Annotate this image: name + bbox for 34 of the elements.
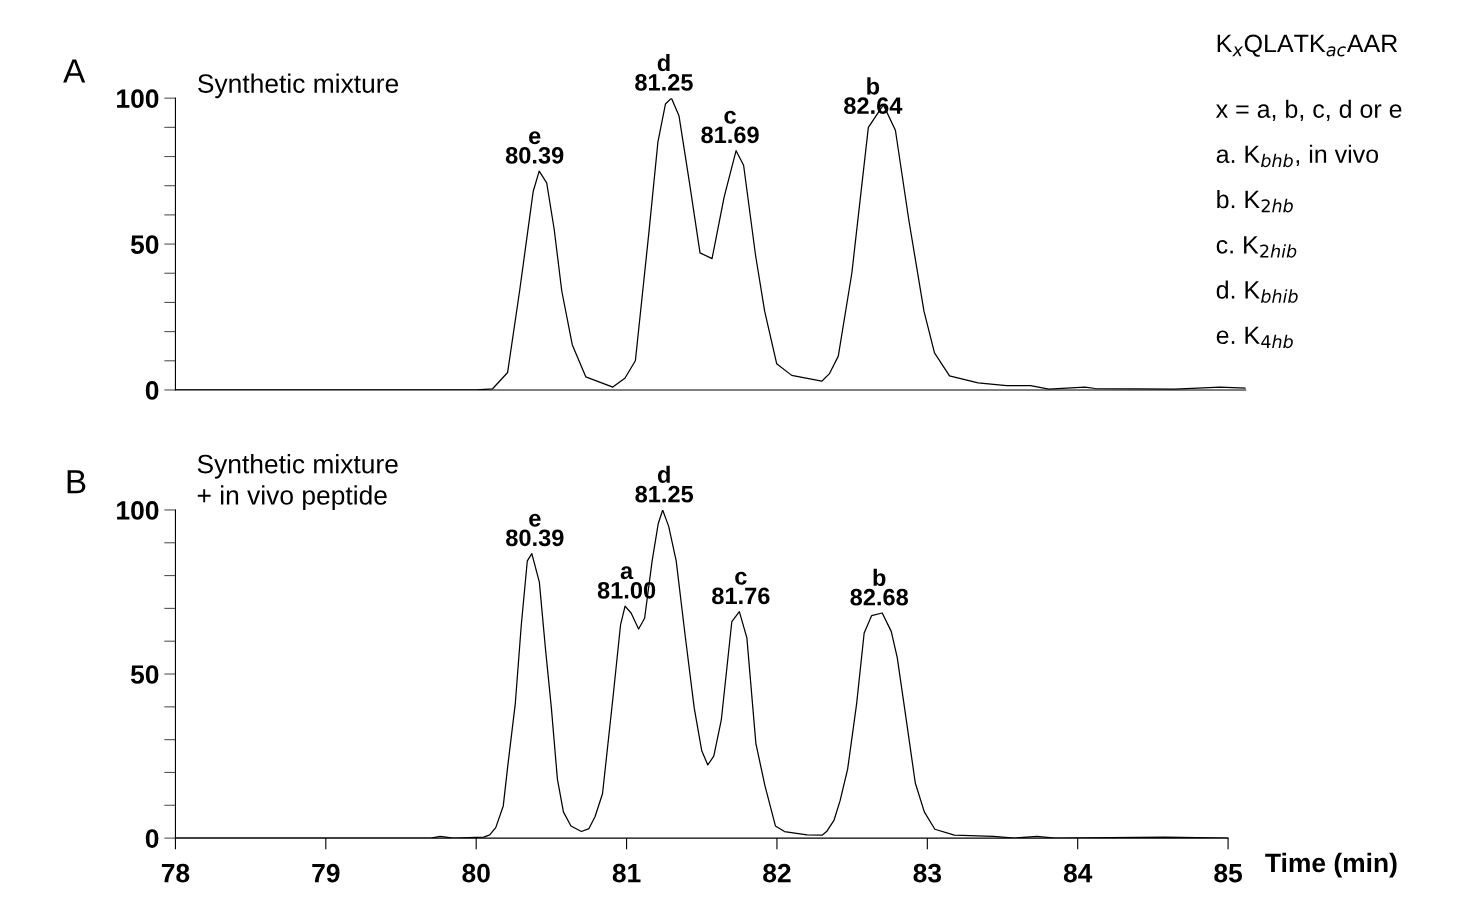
x-axis-title: Time (min) xyxy=(1265,852,1397,878)
annotation: e 80.39 xyxy=(505,131,564,164)
x-tick-label: 80 xyxy=(462,863,490,883)
x-tick-label: 79 xyxy=(312,863,340,883)
chart-title: Synthetic mixture + in vivo peptide xyxy=(197,454,398,510)
annotation: x = a, b, c, d or e xyxy=(1215,99,1402,121)
text: K$_{x}$QLATK$_{ac}$AAR xyxy=(1217,34,1398,57)
x-tick-label: 78 xyxy=(161,863,190,883)
x-tick-label: 83 xyxy=(913,863,942,883)
annotation: b. K$_{2hb}$ xyxy=(1217,189,1293,213)
y-tick-label: 100 xyxy=(117,89,159,108)
annotation: b 82.68 xyxy=(850,568,909,606)
annotation: d. K$_{bhib}$ xyxy=(1216,280,1298,303)
x-tick-label: 84 xyxy=(1063,863,1093,883)
annotation: d 81.25 xyxy=(635,465,694,503)
y-tick-label: 50 xyxy=(130,665,159,684)
annotation: c. K$_{2hib}$ xyxy=(1216,236,1297,258)
annotation: e. K$_{4hb}$ xyxy=(1216,326,1293,349)
annotation: e 80.39 xyxy=(506,513,564,547)
x-tick-label: 81 xyxy=(612,863,641,883)
chart-title: Synthetic mixture xyxy=(198,73,399,99)
y-tick-label: 0 xyxy=(145,381,159,400)
text: B xyxy=(67,470,86,494)
annotation: a. K$_{bhb}$, in vivo xyxy=(1216,144,1379,168)
x-tick-label: 85 xyxy=(1214,863,1243,883)
annotation: d 81.25 xyxy=(635,53,693,91)
y-tick-label: 100 xyxy=(117,501,159,520)
x-tick-label: 82 xyxy=(763,863,791,883)
text: A xyxy=(63,59,86,83)
annotation: b 82.64 xyxy=(844,77,903,115)
annotation: c 81.76 xyxy=(712,571,770,605)
y-tick-label: 50 xyxy=(130,235,159,254)
annotation: c 81.69 xyxy=(701,110,759,144)
y-tick-label: 0 xyxy=(145,829,159,848)
